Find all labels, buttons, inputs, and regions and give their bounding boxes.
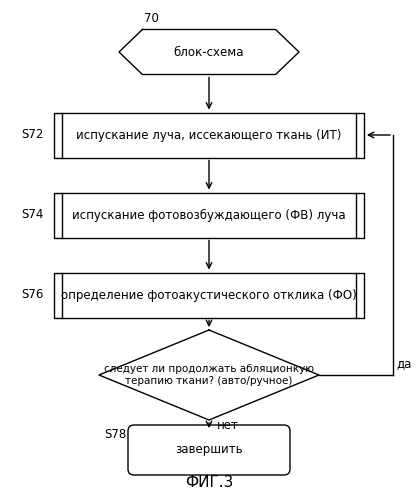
Bar (54, 272, 364, 318)
Bar (54, 192, 364, 238)
Text: определение фотоакустического отклика (ФО): определение фотоакустического отклика (Ф… (61, 288, 357, 302)
Polygon shape (99, 330, 319, 420)
Polygon shape (119, 30, 299, 74)
Text: S74: S74 (22, 208, 44, 222)
Text: 70: 70 (144, 12, 159, 24)
Text: блок-схема: блок-схема (174, 46, 244, 59)
Text: S76: S76 (22, 288, 44, 302)
Text: завершить: завершить (175, 444, 243, 456)
Text: испускание луча, иссекающего ткань (ИТ): испускание луча, иссекающего ткань (ИТ) (76, 128, 342, 141)
Text: да: да (396, 357, 411, 370)
Text: следует ли продолжать абляционкую
терапию ткани? (авто/ручное): следует ли продолжать абляционкую терапи… (104, 364, 314, 386)
Text: ФИГ.3: ФИГ.3 (185, 475, 233, 490)
Bar (54, 112, 364, 158)
Text: испускание фотовозбуждающего (ФВ) луча: испускание фотовозбуждающего (ФВ) луча (72, 208, 346, 222)
Text: S72: S72 (22, 128, 44, 141)
FancyBboxPatch shape (128, 425, 290, 475)
Text: S78: S78 (104, 428, 126, 441)
Text: нет: нет (217, 419, 239, 432)
